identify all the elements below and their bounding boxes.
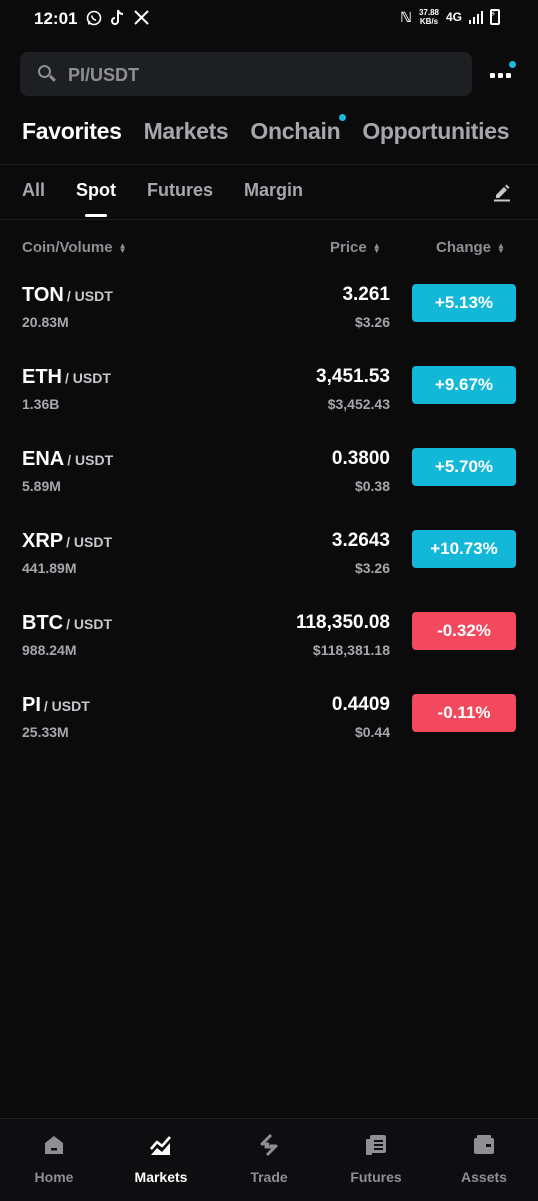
market-row-ton[interactable]: TON / USDT 20.83M 3.261 $3.26 +5.13% <box>0 284 538 366</box>
last-price: 118,350.08 <box>295 612 390 633</box>
divider <box>0 164 538 165</box>
column-header-coin[interactable]: Coin/Volume ▲ ▼ <box>22 239 127 256</box>
subtab-futures[interactable]: Futures <box>147 180 214 200</box>
coin-pair: ENA / USDT <box>22 448 114 470</box>
nfc-icon: ℕ <box>400 8 412 25</box>
market-row-pi[interactable]: PI / USDT 25.33M 0.4409 $0.44 -0.11% <box>0 694 538 776</box>
sort-icon: ▲ ▼ <box>497 241 505 256</box>
more-dots-icon <box>490 73 511 78</box>
last-price: 0.4409 <box>331 694 390 715</box>
status-indicators: ℕ 37.88 KB/s 4G <box>400 8 500 26</box>
assets-icon <box>474 1135 494 1154</box>
nav-futures[interactable]: Futures <box>336 1119 416 1201</box>
price-usd: $3.26 <box>354 314 390 330</box>
trade-icon <box>260 1133 278 1157</box>
status-time: 12:01 <box>34 9 78 28</box>
search-bar[interactable] <box>20 52 472 98</box>
price-usd: $0.44 <box>354 724 390 740</box>
battery-icon <box>490 9 500 25</box>
market-row-xrp[interactable]: XRP / USDT 441.89M 3.2643 $3.26 +10.73% <box>0 530 538 612</box>
futures-icon <box>366 1135 386 1155</box>
column-header-change[interactable]: Change ▲ ▼ <box>436 239 505 256</box>
market-row-ena[interactable]: ENA / USDT 5.89M 0.3800 $0.38 +5.70% <box>0 448 538 530</box>
tiktok-icon <box>111 9 124 25</box>
coin-volume: 5.89M <box>22 478 61 494</box>
price-usd: $118,381.18 <box>312 642 390 658</box>
subtab-all[interactable]: All <box>22 180 46 200</box>
coin-pair: XRP / USDT <box>22 530 113 552</box>
tab-onchain[interactable]: Onchain <box>250 114 347 145</box>
last-price: 3,451.53 <box>316 366 390 387</box>
sort-icon: ▲ ▼ <box>118 241 127 256</box>
tab-markets[interactable]: Markets <box>143 118 229 144</box>
subtab-margin[interactable]: Margin <box>244 180 304 200</box>
nav-home[interactable]: Home <box>14 1119 94 1201</box>
onchain-badge <box>339 114 347 121</box>
tab-favorites[interactable]: Favorites <box>22 118 122 144</box>
coin-volume: 988.24M <box>22 642 77 658</box>
coin-volume: 441.89M <box>22 560 77 576</box>
nav-trade[interactable]: Trade <box>229 1119 309 1201</box>
home-icon <box>45 1136 63 1154</box>
main-tabs: Favorites Markets Onchain Opportunities <box>22 114 510 145</box>
last-price: 3.261 <box>342 284 390 305</box>
change-badge[interactable]: -0.11% <box>412 694 516 732</box>
change-badge[interactable]: +9.67% <box>412 366 516 404</box>
coin-volume: 20.83M <box>22 314 69 330</box>
search-input[interactable] <box>66 52 460 98</box>
market-row-eth[interactable]: ETH / USDT 1.36B 3,451.53 $3,452.43 +9.67… <box>0 366 538 448</box>
change-badge[interactable]: -0.32% <box>412 612 516 650</box>
search-icon <box>38 65 51 78</box>
sub-tabs: All Spot Futures Margin <box>22 180 304 217</box>
network-speed: 37.88 KB/s <box>418 8 439 26</box>
coin-pair: ETH / USDT <box>22 366 111 388</box>
status-bar: 12:01 ℕ 37.88 KB/s 4G <box>0 0 538 40</box>
coin-volume: 25.33M <box>22 724 69 740</box>
subtab-spot[interactable]: Spot <box>76 180 117 217</box>
nav-assets[interactable]: Assets <box>444 1119 524 1201</box>
whatsapp-icon <box>86 10 102 26</box>
change-badge[interactable]: +5.13% <box>412 284 516 322</box>
nav-markets[interactable]: Markets <box>121 1119 201 1201</box>
bottom-nav: Home Markets Trade Futures Assets <box>0 1118 538 1201</box>
x-icon <box>134 10 149 25</box>
last-price: 3.2643 <box>331 530 390 551</box>
network-type: 4G <box>445 10 462 24</box>
coin-pair: TON / USDT <box>22 284 113 306</box>
coin-volume: 1.36B <box>22 396 60 412</box>
markets-icon <box>150 1136 171 1155</box>
more-menu-button[interactable] <box>490 61 516 83</box>
edit-icon[interactable] <box>492 182 512 202</box>
sort-icon: ▲ ▼ <box>372 241 381 256</box>
price-usd: $3.26 <box>354 560 390 576</box>
market-row-btc[interactable]: BTC / USDT 988.24M 118,350.08 $118,381.18… <box>0 612 538 694</box>
column-header-price[interactable]: Price ▲ ▼ <box>330 239 381 256</box>
last-price: 0.3800 <box>331 448 390 469</box>
divider <box>0 219 538 220</box>
coin-pair: BTC / USDT <box>22 612 112 634</box>
notification-dot <box>509 61 516 68</box>
change-badge[interactable]: +5.70% <box>412 448 516 486</box>
coin-pair: PI / USDT <box>22 694 90 716</box>
signal-icon <box>469 10 483 24</box>
change-badge[interactable]: +10.73% <box>412 530 516 568</box>
tab-opportunities[interactable]: Opportunities <box>362 118 510 144</box>
price-usd: $0.38 <box>354 478 390 494</box>
price-usd: $3,452.43 <box>327 396 390 412</box>
